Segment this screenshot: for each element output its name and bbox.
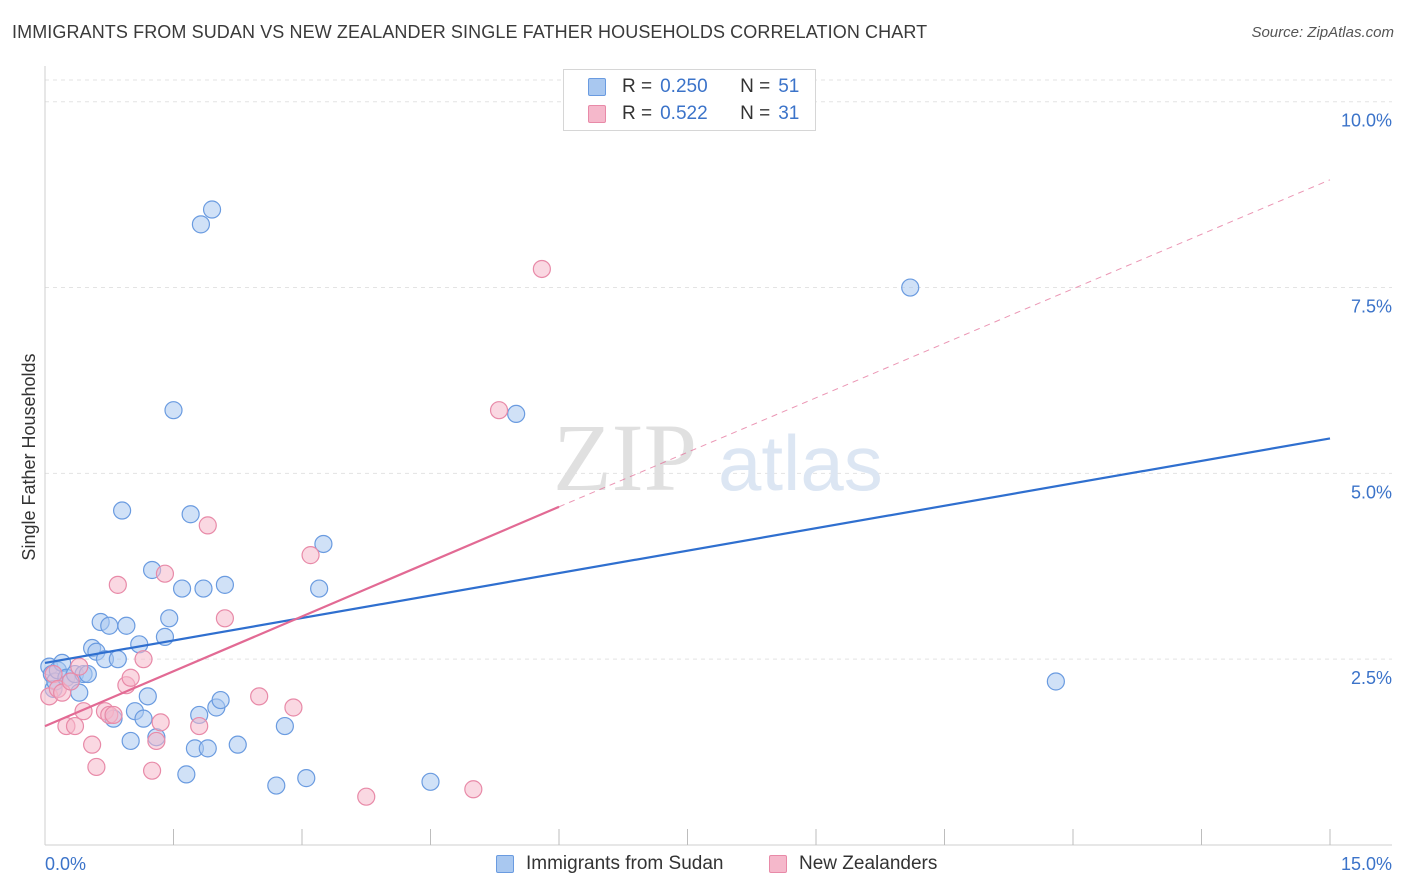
sudan-point: [100, 616, 119, 635]
nz-swatch: [588, 105, 606, 123]
y-tick-labels: 2.5% 5.0% 7.5% 10.0%: [1341, 111, 1392, 688]
nz-trend-line: [44, 505, 560, 728]
sudan-point: [194, 579, 213, 598]
sudan-point: [297, 769, 316, 788]
nz-r-value: 0.522: [660, 103, 708, 124]
nz-point: [464, 780, 483, 799]
sudan-point: [202, 200, 222, 219]
nz-point: [65, 716, 85, 736]
sudan-point: [421, 772, 440, 791]
sudan-point: [191, 215, 211, 234]
stats-legend: R = 0.250 N = 51 R = 0.522 N = 31: [563, 69, 816, 131]
x-tick-labels: 0.0% 15.0%: [45, 854, 1392, 874]
bottom-legend-sudan: Immigrants from Sudan: [496, 853, 723, 875]
bottom-legend-nz: New Zealanders: [769, 853, 937, 875]
nz-point: [532, 259, 551, 279]
bottom-sudan-swatch: [496, 855, 514, 873]
sudan-point: [198, 739, 217, 758]
chart-title: IMMIGRANTS FROM SUDAN VS NEW ZEALANDER S…: [12, 22, 928, 42]
nz-point: [61, 672, 80, 691]
sudan-point: [901, 278, 920, 297]
data-points: [40, 200, 1065, 806]
sudan-point: [134, 709, 153, 728]
sudan-point: [138, 687, 157, 706]
nz-point: [250, 687, 269, 706]
nz-point: [83, 735, 102, 754]
y-tick-label: 5.0%: [1351, 482, 1392, 502]
nz-point: [198, 516, 217, 535]
watermark: ZIP atlas: [553, 404, 883, 511]
watermark-zip: ZIP: [553, 404, 697, 511]
watermark-atlas: atlas: [718, 419, 883, 507]
x-tick-label-end: 15.0%: [1341, 854, 1392, 874]
nz-point: [142, 761, 162, 780]
sudan-point: [310, 579, 329, 598]
y-axis-label: Single Father Households: [19, 353, 39, 560]
sudan-n-value: 51: [778, 76, 800, 97]
sudan-point: [112, 501, 132, 520]
sudan-point: [228, 735, 247, 754]
sudan-point: [177, 765, 196, 784]
sudan-point: [160, 609, 179, 628]
nz-point: [104, 705, 123, 725]
gridlines: [45, 79, 1392, 660]
sudan-swatch: [588, 78, 606, 96]
nz-point: [87, 757, 106, 777]
y-tick-label: 10.0%: [1341, 111, 1392, 131]
nz-point: [70, 657, 89, 676]
sudan-point: [121, 731, 140, 751]
sudan-point: [275, 716, 294, 736]
sudan-n-label: N =: [740, 76, 771, 97]
nz-point: [215, 609, 234, 628]
nz-n-label: N =: [740, 103, 771, 124]
bottom-nz-label: New Zealanders: [799, 853, 938, 874]
nz-point: [284, 698, 303, 717]
sudan-point: [117, 616, 136, 635]
nz-point: [121, 668, 140, 687]
nz-point: [155, 564, 175, 583]
nz-point: [357, 787, 376, 806]
x-tick-label-start: 0.0%: [45, 854, 86, 874]
sudan-point: [267, 776, 286, 795]
sudan-r-label: R =: [622, 76, 653, 97]
bottom-nz-swatch: [769, 855, 787, 873]
sudan-point: [164, 401, 183, 420]
sudan-r-value: 0.250: [660, 76, 708, 97]
nz-n-value: 31: [778, 103, 800, 124]
sudan-point: [172, 579, 192, 598]
sudan-point: [215, 575, 234, 594]
legend-row-sudan: R = 0.250 N = 51: [588, 76, 799, 98]
bottom-sudan-label: Immigrants from Sudan: [526, 853, 724, 874]
nz-r-label: R =: [622, 103, 653, 124]
sudan-point: [211, 690, 230, 710]
axes: [44, 66, 1392, 846]
trend-lines: [44, 179, 1331, 728]
nz-point: [147, 731, 166, 751]
nz-point: [301, 546, 320, 565]
legend-row-nz: R = 0.522 N = 31: [588, 103, 799, 125]
sudan-point: [507, 404, 526, 424]
source-credit: Source: ZipAtlas.com: [1251, 24, 1394, 41]
nz-point: [489, 401, 509, 420]
y-tick-label: 2.5%: [1351, 668, 1392, 688]
sudan-point: [181, 505, 200, 524]
nz-point: [134, 650, 153, 669]
nz-point: [190, 716, 209, 736]
sudan-trend-line: [44, 437, 1331, 664]
nz-point: [151, 713, 170, 732]
sudan-point: [314, 534, 333, 554]
nz-point: [108, 575, 127, 594]
sudan-point: [1046, 672, 1065, 691]
y-tick-label: 7.5%: [1351, 297, 1392, 317]
sudan-point: [108, 650, 127, 669]
nz-trend-extension: [558, 179, 1331, 508]
